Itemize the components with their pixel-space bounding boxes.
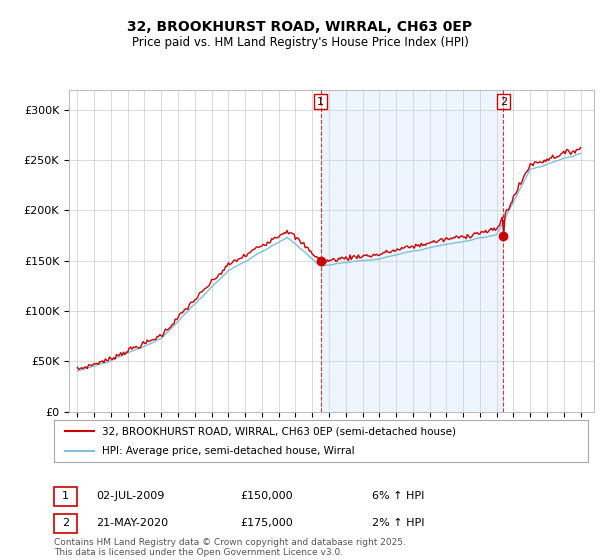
Text: 21-MAY-2020: 21-MAY-2020	[96, 518, 168, 528]
Text: £175,000: £175,000	[240, 518, 293, 528]
Text: 2% ↑ HPI: 2% ↑ HPI	[372, 518, 425, 528]
Text: 32, BROOKHURST ROAD, WIRRAL, CH63 0EP: 32, BROOKHURST ROAD, WIRRAL, CH63 0EP	[127, 20, 473, 34]
Text: Price paid vs. HM Land Registry's House Price Index (HPI): Price paid vs. HM Land Registry's House …	[131, 36, 469, 49]
Text: 1: 1	[62, 491, 69, 501]
Text: 32, BROOKHURST ROAD, WIRRAL, CH63 0EP (semi-detached house): 32, BROOKHURST ROAD, WIRRAL, CH63 0EP (s…	[102, 426, 456, 436]
Text: 02-JUL-2009: 02-JUL-2009	[96, 491, 164, 501]
Text: £150,000: £150,000	[240, 491, 293, 501]
Text: 2: 2	[500, 97, 507, 106]
Text: 1: 1	[317, 97, 324, 106]
Text: 2: 2	[62, 518, 69, 528]
Text: HPI: Average price, semi-detached house, Wirral: HPI: Average price, semi-detached house,…	[102, 446, 355, 456]
Text: Contains HM Land Registry data © Crown copyright and database right 2025.
This d: Contains HM Land Registry data © Crown c…	[54, 538, 406, 557]
Text: 6% ↑ HPI: 6% ↑ HPI	[372, 491, 424, 501]
